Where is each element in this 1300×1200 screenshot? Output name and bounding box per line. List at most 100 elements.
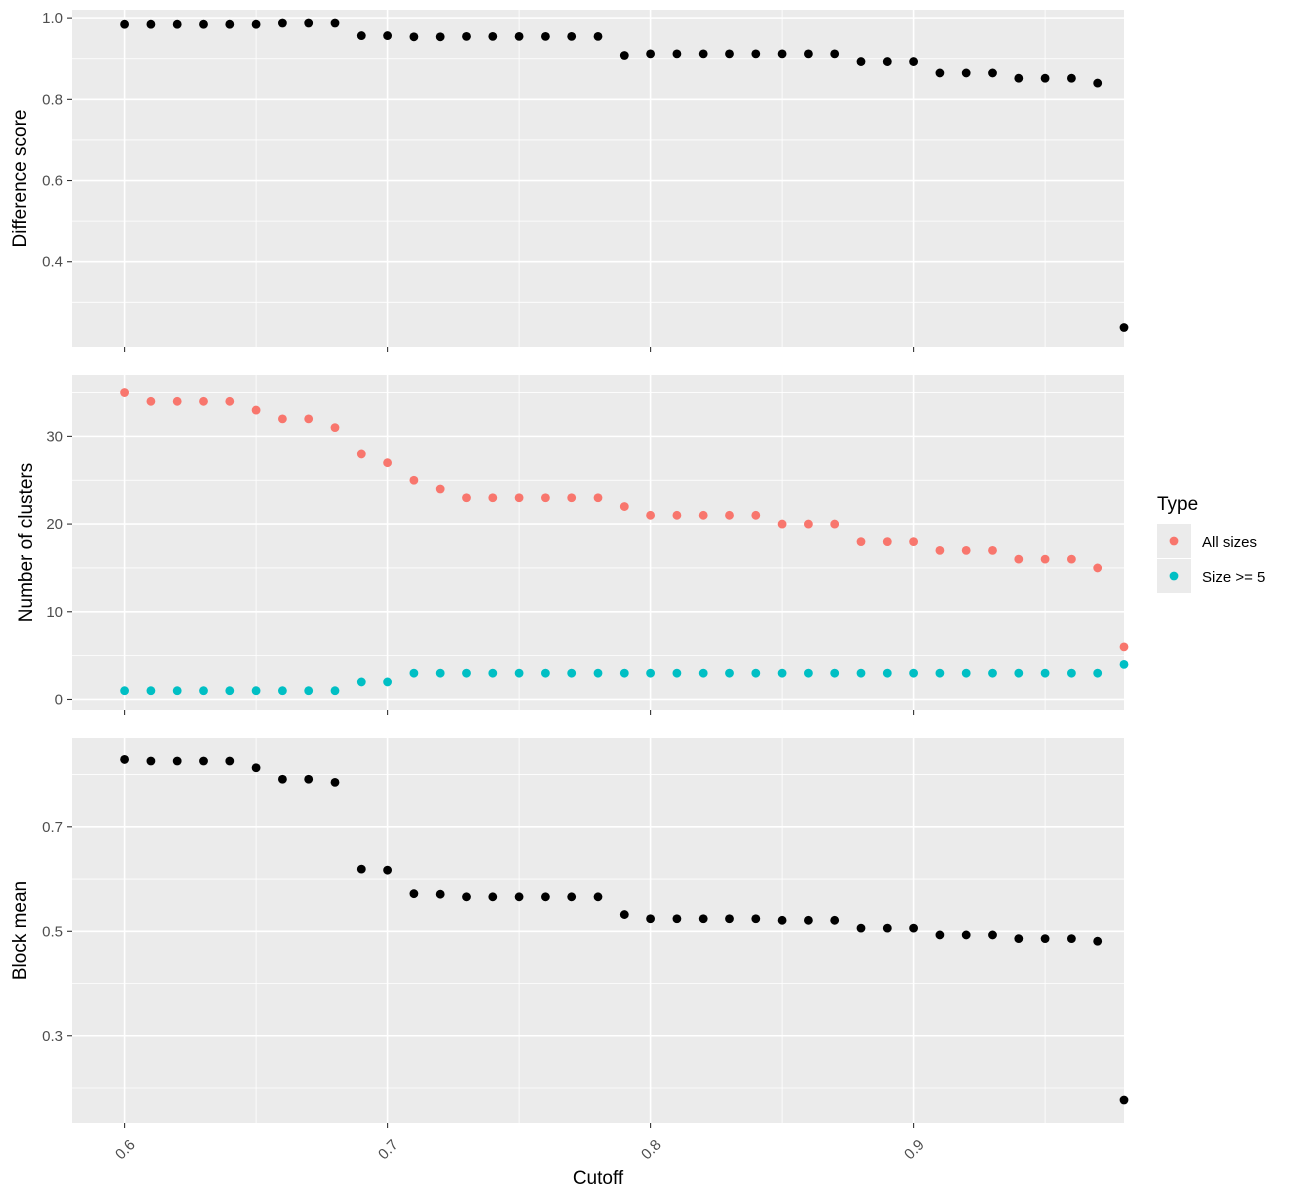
y-axis-title: Block mean: [10, 881, 31, 980]
y-tick-label: 30: [46, 428, 63, 445]
data-point: [488, 668, 498, 678]
data-point: [725, 49, 734, 59]
data-point: [1014, 73, 1024, 83]
data-point: [304, 414, 314, 424]
data-point: [172, 756, 182, 766]
y-tick-label: 0.7: [42, 819, 63, 836]
legend-label-all-sizes: All sizes: [1202, 534, 1257, 551]
data-point: [751, 914, 761, 924]
data-point: [988, 930, 997, 940]
data-point: [120, 755, 129, 764]
data-point: [882, 537, 892, 547]
legend-key-size5: [1169, 571, 1179, 581]
data-point: [1119, 642, 1129, 652]
data-point: [830, 49, 840, 59]
data-point: [488, 892, 498, 902]
panel-3: 0.3 0.5 0.7 Block mean: [10, 738, 1129, 1128]
panels: 0.4 0.6 0.8 1.0 Difference score 0 10 20 30 Numbe…: [10, 10, 1129, 1128]
x-axis: 0.6 0.7 0.8 0.9: [112, 1136, 928, 1163]
data-point: [225, 396, 235, 406]
data-point: [961, 545, 971, 555]
data-point: [935, 668, 945, 678]
data-point: [383, 31, 392, 40]
data-point: [146, 19, 156, 29]
data-point: [830, 668, 840, 678]
data-point: [1119, 659, 1129, 669]
y-tick-label: 0.5: [42, 923, 63, 940]
legend-title: Type: [1157, 494, 1198, 515]
data-point: [409, 668, 419, 678]
y-tick-label: 0.6: [42, 173, 63, 190]
data-point: [225, 686, 235, 696]
data-point: [225, 19, 235, 29]
data-point: [593, 493, 603, 503]
data-point: [278, 686, 287, 696]
data-point: [935, 68, 945, 78]
data-point: [646, 510, 655, 520]
data-point: [172, 396, 182, 406]
data-point: [120, 19, 129, 29]
data-point: [567, 493, 577, 503]
data-point: [619, 668, 629, 678]
data-point: [567, 668, 577, 678]
data-point: [961, 930, 971, 940]
data-point: [383, 458, 392, 468]
data-point: [988, 68, 997, 78]
data-point: [1014, 934, 1024, 943]
data-point: [541, 31, 550, 41]
data-point: [304, 18, 314, 28]
data-point: [330, 423, 340, 433]
data-point: [804, 915, 813, 925]
data-point: [304, 686, 314, 696]
data-point: [698, 49, 708, 59]
data-point: [120, 388, 129, 397]
data-point: [698, 510, 708, 520]
data-point: [672, 510, 682, 520]
data-point: [619, 51, 629, 60]
data-point: [514, 31, 524, 41]
data-point: [514, 668, 524, 678]
data-point: [961, 668, 971, 678]
data-point: [777, 915, 787, 925]
legend-key-all-sizes: [1169, 536, 1179, 546]
data-point: [251, 763, 261, 773]
data-point: [383, 865, 392, 875]
data-point: [199, 396, 208, 406]
data-point: [804, 668, 813, 678]
data-point: [856, 57, 866, 66]
data-point: [751, 510, 761, 520]
data-point: [856, 923, 866, 933]
data-point: [251, 19, 261, 29]
panel-1: 0.4 0.6 0.8 1.0 Difference score: [10, 10, 1129, 352]
x-tick-label: 0.9: [901, 1136, 928, 1163]
data-point: [593, 668, 603, 678]
data-point: [935, 545, 945, 555]
data-point: [199, 756, 208, 766]
data-point: [909, 668, 918, 678]
data-point: [514, 493, 524, 503]
data-point: [751, 49, 761, 59]
data-point: [488, 31, 498, 41]
data-point: [567, 31, 577, 41]
data-point: [251, 686, 261, 696]
data-point: [1014, 554, 1024, 564]
data-point: [619, 910, 629, 919]
data-point: [330, 18, 340, 28]
data-point: [435, 889, 445, 899]
data-point: [278, 414, 287, 424]
data-point: [777, 49, 787, 59]
legend-label-size5: Size >= 5: [1202, 569, 1265, 586]
data-point: [330, 686, 340, 696]
data-point: [1040, 668, 1050, 678]
data-point: [488, 493, 498, 503]
data-point: [172, 19, 182, 29]
data-point: [1067, 554, 1076, 564]
data-point: [304, 774, 314, 784]
data-point: [672, 914, 682, 924]
data-point: [1067, 668, 1076, 678]
data-point: [409, 32, 419, 42]
x-tick-label: 0.8: [638, 1136, 665, 1163]
x-tick-label: 0.7: [375, 1136, 402, 1163]
data-point: [777, 668, 787, 678]
data-point: [251, 405, 261, 415]
